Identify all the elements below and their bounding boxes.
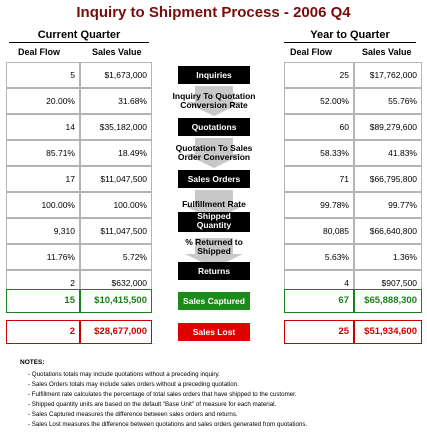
year-to-quarter-heading: Year to Quarter (284, 29, 416, 43)
sales-captured-row: 15 $10,415,500 67 $65,888,300 Sales Capt… (0, 289, 427, 315)
cq-deal-flow-cell: 17 (6, 166, 80, 192)
stage-shipped-quantity: Shipped Quantity (178, 212, 250, 232)
rate-fulfillment: Fulfillment Rate (182, 199, 246, 209)
table-row: 20.00% 31.68% 52.00% 55.76% (0, 88, 427, 114)
cq-sales-value-cell: 100.00% (80, 192, 152, 218)
cq-deal-flow-cell: 15 (6, 289, 80, 313)
table-row: 14 $35,182,000 60 $89,279,600 (0, 114, 427, 140)
table-row: 5 $1,673,000 25 $17,762,000 (0, 62, 427, 88)
yq-sales-value-cell: $66,795,800 (354, 166, 422, 192)
sales-lost-row: 2 $28,677,000 25 $51,934,600 Sales Lost (0, 320, 427, 346)
yq-sales-value-cell: $51,934,600 (354, 320, 422, 344)
note-item: - Quotations totals may include quotatio… (28, 371, 220, 378)
cq-deal-flow-cell: 5 (6, 62, 80, 88)
down-arrow-icon (185, 138, 243, 168)
note-item: - Sales Lost measures the difference bet… (28, 421, 308, 428)
yq-sales-value-cell: 55.76% (354, 88, 422, 114)
yq-deal-flow-cell: 99.78% (284, 192, 354, 218)
current-quarter-heading-text: Current Quarter (37, 29, 121, 41)
yq-deal-flow-cell: 52.00% (284, 88, 354, 114)
stage-sales-orders: Sales Orders (178, 170, 250, 188)
notes: NOTES: - Quotations totals may include q… (20, 358, 307, 430)
table-row: 85.71% 18.49% 58.33% 41.83% (0, 140, 427, 166)
stage-label-line1: Shipped (197, 211, 231, 221)
note-item: - Shipped quantity units are based on th… (28, 401, 277, 408)
yq-deal-flow-cell: 60 (284, 114, 354, 140)
stage-sales-lost: Sales Lost (178, 323, 250, 341)
table-row: 17 $11,047,500 71 $66,795,800 (0, 166, 427, 192)
yq-sales-value-header: Sales Value (362, 47, 412, 57)
year-to-quarter-rule (284, 42, 416, 43)
rate-label-line2: Shipped (197, 246, 231, 256)
yq-deal-flow-cell: 67 (284, 289, 354, 313)
yq-sales-value-cell: $17,762,000 (354, 62, 422, 88)
year-to-quarter-heading-text: Year to Quarter (310, 29, 390, 41)
rate-label-line1: Quotation To Sales (175, 143, 253, 153)
rate-label-line1: % Returned to (185, 237, 243, 247)
notes-heading: NOTES: (20, 359, 45, 366)
cq-deal-flow-header: Deal Flow (18, 47, 61, 57)
rate-label-line1: Inquiry To Quotation (172, 91, 256, 101)
rate-inquiry-to-quotation: Inquiry To Quotation Conversion Rate (164, 92, 264, 110)
yq-sales-value-cell: $89,279,600 (354, 114, 422, 140)
yq-deal-flow-cell: 25 (284, 62, 354, 88)
cq-deal-flow-cell: 14 (6, 114, 80, 140)
cq-deal-flow-cell: 2 (6, 320, 80, 344)
cq-deal-flow-cell: 100.00% (6, 192, 80, 218)
yq-deal-flow-cell: 25 (284, 320, 354, 344)
note-item: - Sales Orders totals may include sales … (28, 381, 239, 388)
rate-returned-to-shipped: % Returned to Shipped (164, 238, 264, 256)
cq-sales-value-cell: $35,182,000 (80, 114, 152, 140)
cq-sales-value-cell: 5.72% (80, 244, 152, 270)
table-row: 100.00% 100.00% 99.78% 99.77% (0, 192, 427, 218)
cq-sales-value-cell: $10,415,500 (80, 289, 152, 313)
cq-sales-value-cell: $11,047,500 (80, 166, 152, 192)
down-arrow-icon (185, 238, 243, 268)
cq-deal-flow-cell: 11.76% (6, 244, 80, 270)
cq-deal-flow-cell: 9,310 (6, 218, 80, 244)
rate-quotation-to-sales-order: Quotation To Sales Order Conversion (164, 144, 264, 162)
yq-deal-flow-cell: 80,085 (284, 218, 354, 244)
cq-deal-flow-cell: 20.00% (6, 88, 80, 114)
stage-quotations: Quotations (178, 118, 250, 136)
yq-sales-value-cell: 99.77% (354, 192, 422, 218)
cq-sales-value-header: Sales Value (92, 47, 142, 57)
cq-sales-value-cell: $11,047,500 (80, 218, 152, 244)
yq-deal-flow-header: Deal Flow (290, 47, 333, 57)
yq-deal-flow-cell: 58.33% (284, 140, 354, 166)
yq-sales-value-cell: 41.83% (354, 140, 422, 166)
yq-deal-flow-cell: 5.63% (284, 244, 354, 270)
down-arrow-icon (185, 86, 243, 116)
cq-sales-value-cell: $28,677,000 (80, 320, 152, 344)
current-quarter-heading: Current Quarter (9, 29, 149, 43)
current-quarter-rule (9, 42, 149, 43)
rate-label-line2: Order Conversion (177, 152, 251, 162)
stage-returns: Returns (178, 262, 250, 280)
cq-sales-value-cell: 18.49% (80, 140, 152, 166)
page-title: Inquiry to Shipment Process - 2006 Q4 (76, 4, 351, 21)
yq-sales-value-cell: 1.36% (354, 244, 422, 270)
yq-sales-value-cell: $65,888,300 (354, 289, 422, 313)
cq-sales-value-cell: 31.68% (80, 88, 152, 114)
stage-label-line2: Quantity (196, 220, 232, 230)
stage-sales-captured: Sales Captured (178, 292, 250, 310)
table-row: 11.76% 5.72% 5.63% 1.36% (0, 244, 427, 270)
stage-inquiries: Inquiries (178, 66, 250, 84)
note-item: - Sales Captured measures the difference… (28, 411, 238, 418)
table-row: 9,310 $11,047,500 80,085 $66,640,800 (0, 218, 427, 244)
cq-deal-flow-cell: 85.71% (6, 140, 80, 166)
rate-label-line2: Conversion Rate (180, 100, 248, 110)
note-item: - Fulfillment rate calculates the percen… (28, 391, 297, 398)
yq-deal-flow-cell: 71 (284, 166, 354, 192)
cq-sales-value-cell: $1,673,000 (80, 62, 152, 88)
yq-sales-value-cell: $66,640,800 (354, 218, 422, 244)
